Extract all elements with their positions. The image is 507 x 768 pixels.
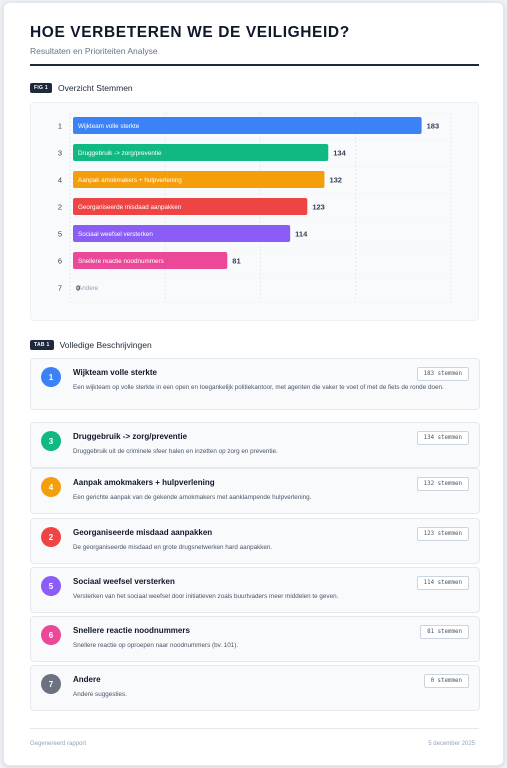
item-title: Wijkteam volle sterkte [73, 368, 157, 377]
vote-count-badge: 123 stemmen [416, 527, 469, 541]
bar-category-label: Andere [78, 285, 99, 292]
bar-value-label: 134 [333, 149, 346, 158]
vote-count-badge: 0 stemmen [423, 674, 469, 688]
rank-badge: 7 [41, 674, 61, 694]
rank-badge: 3 [41, 431, 61, 451]
vote-count-badge: 183 stemmen [416, 367, 469, 381]
item-description: Snellere reactie op oproepen naar noodnu… [73, 642, 239, 649]
vote-count-badge: 132 stemmen [416, 477, 469, 491]
bar [73, 144, 329, 161]
item-description: Een gerichte aanpak van de gekende amokm… [73, 494, 312, 501]
bar-value-label: 0 [76, 284, 80, 293]
list-item: 6 Snellere reactie noodnummers Snellere re… [30, 616, 480, 662]
item-description: Versterken van het sociaal weefsel door … [73, 593, 339, 600]
footer-divider [30, 728, 479, 729]
vote-count-badge: 114 stemmen [416, 576, 469, 590]
rank-badge: 2 [41, 527, 61, 547]
table-tag: TAB 1 [30, 340, 54, 350]
item-description: Een wijkteam op volle sterkte in een ope… [73, 384, 444, 391]
item-title: Andere [73, 675, 101, 684]
rank-tick-label: 1 [58, 122, 62, 131]
bar-category-label: Druggebruik -> zorg/preventie [78, 150, 162, 157]
footer-date: 5 december 2025 [428, 741, 475, 747]
rank-badge: 1 [41, 367, 61, 387]
rank-tick-label: 2 [58, 203, 62, 212]
bar-category-label: Wijkteam volle sterkte [78, 123, 140, 130]
vote-count-badge: 134 stemmen [416, 431, 469, 445]
vote-chart-card: 1 Wijkteam volle sterkte 183 3 Druggebruik -… [30, 102, 479, 321]
list-item: 7 Andere Andere suggesties. 0 stemmen [30, 665, 480, 711]
rank-tick-label: 6 [58, 257, 62, 266]
vote-count-badge: 81 stemmen [420, 625, 469, 639]
item-description: Andere suggesties. [73, 691, 127, 698]
bar-category-label: Sociaal weefsel versterken [78, 231, 153, 238]
bar-value-label: 81 [232, 257, 240, 266]
figure-section-title: Overzicht Stemmen [58, 83, 133, 93]
item-title: Aanpak amokmakers + hulpverlening [73, 478, 215, 487]
bar-category-label: Georganiseerde misdaad aanpakken [78, 204, 182, 211]
bar [73, 117, 422, 134]
item-description: De georganiseerde misdaad en grote drugs… [73, 544, 273, 551]
list-item: 1 Wijkteam volle sterkte Een wijkteam op v… [30, 358, 480, 410]
figure-tag: FIG 1 [30, 83, 53, 93]
rank-tick-label: 7 [58, 284, 62, 293]
bar-category-label: Snellere reactie noodnummers [78, 258, 164, 265]
rank-badge: 4 [41, 477, 61, 497]
rank-badge: 6 [41, 625, 61, 645]
bar [73, 171, 325, 188]
page-title: HOE VERBETEREN WE DE VEILIGHEID? [30, 24, 350, 41]
list-item: 5 Sociaal weefsel versterken Versterken va… [30, 567, 480, 613]
rank-tick-label: 3 [58, 149, 62, 158]
footer-note: Gegenereerd rapport [30, 741, 87, 747]
title-divider [30, 64, 479, 66]
rank-tick-label: 5 [58, 230, 62, 239]
bar [73, 225, 291, 242]
figure-section-header: FIG 1 Overzicht Stemmen [30, 83, 133, 93]
item-title: Snellere reactie noodnummers [73, 626, 190, 635]
list-item: 2 Georganiseerde misdaad aanpakken De geor… [30, 518, 480, 564]
list-item: 3 Druggebruik -> zorg/preventie Druggebrui… [30, 422, 480, 468]
report-page: HOE VERBETEREN WE DE VEILIGHEID? Resulta… [3, 2, 504, 766]
bar-value-label: 114 [295, 230, 308, 239]
vote-bar-chart: 1 Wijkteam volle sterkte 183 3 Druggebruik -… [58, 112, 452, 303]
bar-category-label: Aanpak amokmakers + hulpverlening [78, 177, 182, 184]
rank-tick-label: 4 [58, 176, 62, 185]
bar [73, 252, 228, 269]
table-section-header: TAB 1 Volledige Beschrijvingen [30, 340, 152, 350]
list-item: 4 Aanpak amokmakers + hulpverlening Een ge… [30, 468, 480, 514]
bar [73, 198, 308, 215]
bar-value-label: 183 [427, 122, 440, 131]
page-subtitle: Resultaten en Prioriteiten Analyse [30, 46, 158, 56]
item-title: Druggebruik -> zorg/preventie [73, 432, 188, 441]
bar-value-label: 132 [329, 176, 342, 185]
item-description: Druggebruik uit de criminele sfeer halen… [73, 448, 278, 455]
table-section-title: Volledige Beschrijvingen [59, 340, 152, 350]
item-title: Sociaal weefsel versterken [73, 577, 175, 586]
rank-badge: 5 [41, 576, 61, 596]
item-title: Georganiseerde misdaad aanpakken [73, 528, 213, 537]
bar-value-label: 123 [312, 203, 325, 212]
